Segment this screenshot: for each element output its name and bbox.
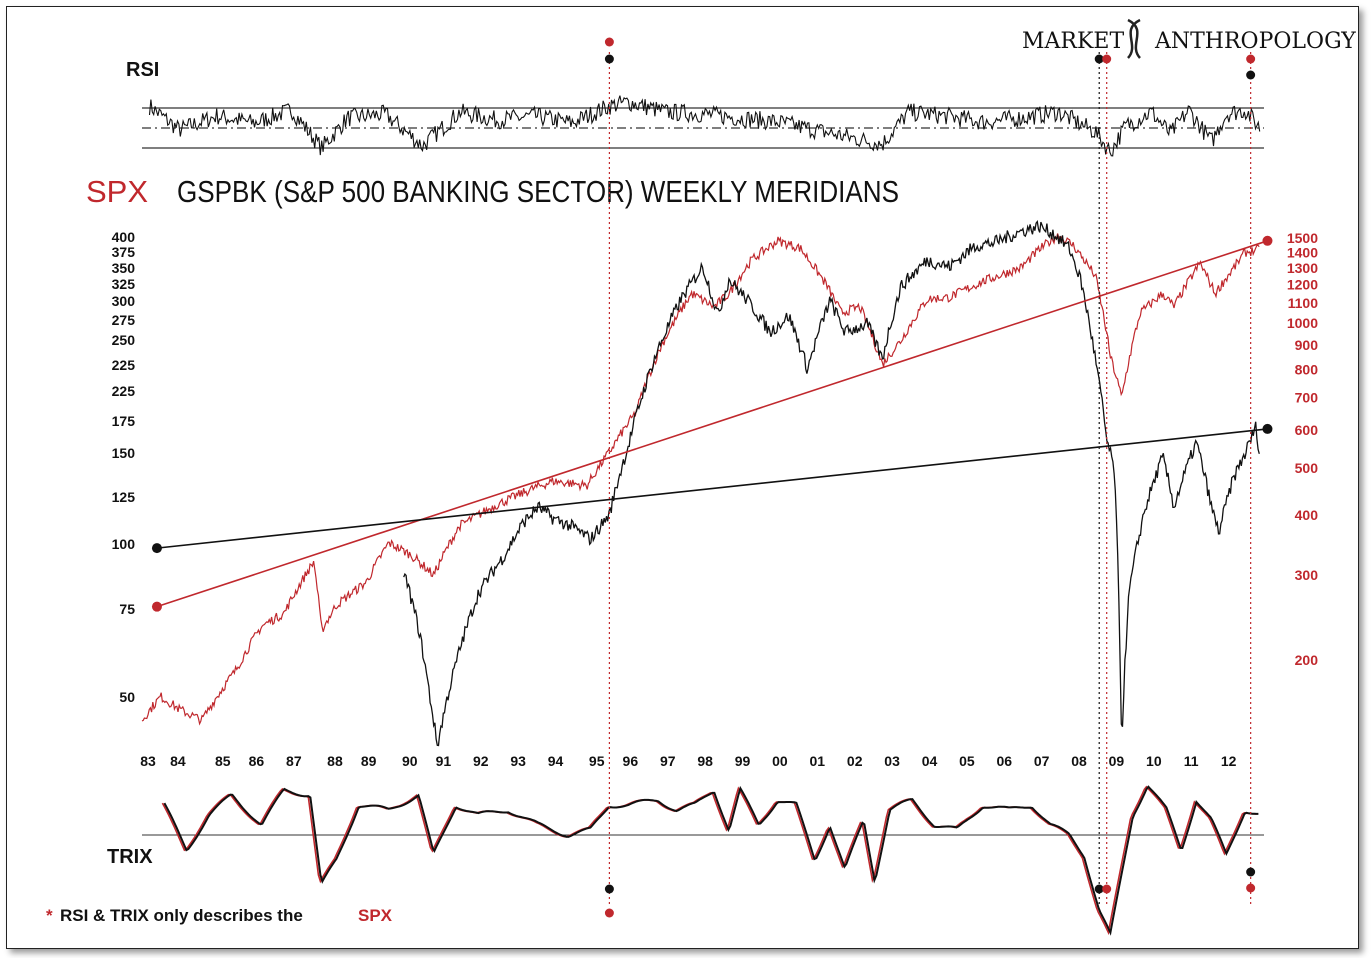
y-right-tick-label: 600 [1295, 422, 1319, 438]
meridian-marker-dot [604, 884, 614, 894]
x-tick-label: 12 [1221, 753, 1237, 769]
x-tick-label: 91 [436, 753, 452, 769]
x-tick-label: 92 [473, 753, 489, 769]
x-tick-label: 04 [922, 753, 938, 769]
brand-left: MARKET [1022, 29, 1124, 54]
y-right-tick-label: 300 [1295, 567, 1319, 583]
x-tick-label: 05 [959, 753, 975, 769]
gspbk-trendline [156, 428, 1268, 549]
x-tick-label: 99 [735, 753, 751, 769]
x-tick-label: 07 [1034, 753, 1050, 769]
y-left-tick-label: 325 [112, 276, 136, 292]
brand-right: ANTHROPOLOGY [1154, 29, 1356, 54]
meridian-marker-dot [1246, 70, 1256, 80]
x-tick-label: 90 [402, 753, 418, 769]
chart-title: GSPBK (S&P 500 BANKING SECTOR) WEEKLY ME… [177, 174, 899, 209]
y-right-tick-label: 400 [1295, 507, 1319, 523]
x-tick-label: 86 [249, 753, 265, 769]
y-left-tick-label: 175 [112, 413, 136, 429]
gspbk-series-line [403, 220, 1260, 747]
meridian-marker-dot [604, 37, 614, 47]
y-right-tick-label: 900 [1295, 337, 1319, 353]
trix-panel [142, 785, 1264, 936]
meridian-marker-dot [1246, 54, 1256, 64]
x-tick-label: 88 [327, 753, 343, 769]
y-left-tick-label: 350 [112, 260, 136, 276]
y-left-tick-label: 75 [119, 601, 135, 617]
y-left-tick-label: 225 [112, 383, 136, 399]
y-left-tick-label: 375 [112, 244, 136, 260]
y-right-tick-label: 1100 [1288, 295, 1319, 311]
x-tick-label: 98 [697, 753, 713, 769]
y-right-tick-label: 1500 [1287, 230, 1318, 246]
y-right-tick-label: 1300 [1287, 260, 1318, 276]
x-tick-label: 95 [589, 753, 605, 769]
x-tick-label: 02 [847, 753, 863, 769]
meridian-marker-dot [604, 54, 614, 64]
x-tick-label: 03 [884, 753, 900, 769]
trendline-endpoint-dot [151, 601, 162, 612]
dna-logo-icon [1126, 18, 1142, 59]
x-tick-label: 00 [772, 753, 788, 769]
footnote-star: * [46, 906, 53, 925]
y-right-tick-label: 200 [1295, 652, 1319, 668]
trendline-endpoint-dot [151, 543, 162, 554]
y-left-tick-label: 400 [112, 229, 136, 245]
y-right-tick-label: 1000 [1287, 315, 1318, 331]
spx-series-line [141, 233, 1260, 726]
y-left-tick-label: 150 [112, 445, 136, 461]
meridian-marker-dot [1102, 54, 1112, 64]
x-tick-label: 08 [1071, 753, 1087, 769]
meridian-marker-dot [1094, 54, 1104, 64]
title-spx: SPX [86, 174, 148, 209]
x-tick-label: 10 [1146, 753, 1162, 769]
y-left-tick-label: 300 [112, 293, 136, 309]
main-panel: 4003753503253002752502252251751501251007… [112, 220, 1319, 769]
y-left-tick-label: 50 [119, 689, 135, 705]
trix-line [163, 785, 1259, 936]
x-tick-label: 96 [623, 753, 639, 769]
meridian-marker-dot [604, 908, 614, 918]
x-tick-label: 11 [1184, 753, 1199, 769]
spx-trendline [156, 240, 1268, 608]
x-tick-label: 93 [510, 753, 526, 769]
trix-signal-line [161, 785, 1257, 936]
trix-label: TRIX [107, 846, 153, 868]
rsi-label: RSI [126, 59, 159, 81]
y-left-tick-label: 225 [112, 357, 136, 373]
meridian-marker-dot [1246, 883, 1256, 893]
chart-frame [6, 6, 1359, 949]
meridian-marker-dot [1102, 884, 1112, 894]
y-right-tick-label: 800 [1295, 362, 1319, 378]
x-tick-label: 97 [660, 753, 676, 769]
x-tick-label: 94 [548, 753, 564, 769]
footnote-spx: SPX [358, 906, 393, 925]
rsi-panel [142, 95, 1264, 157]
x-tick-label: 84 [170, 753, 186, 769]
x-tick-label: 89 [361, 753, 377, 769]
y-left-tick-label: 100 [112, 536, 136, 552]
y-right-tick-label: 700 [1295, 390, 1319, 406]
trendline-endpoint-dot [1262, 235, 1273, 246]
x-tick-label: 06 [996, 753, 1012, 769]
y-left-tick-label: 250 [112, 332, 136, 348]
y-right-tick-label: 1400 [1287, 244, 1318, 260]
meridian-lines [604, 37, 1256, 918]
trendline-endpoint-dot [1262, 423, 1273, 434]
y-right-tick-label: 1200 [1287, 277, 1318, 293]
rsi-line [148, 95, 1261, 157]
x-tick-label: 87 [286, 753, 302, 769]
meridian-marker-dot [1246, 867, 1256, 877]
y-left-tick-label: 125 [112, 489, 136, 505]
x-tick-label: 83 [140, 753, 156, 769]
footnote-text: RSI & TRIX only describes the [60, 906, 303, 925]
x-tick-label: 01 [810, 753, 826, 769]
y-right-tick-label: 500 [1295, 460, 1319, 476]
meridian-marker-dot [1094, 884, 1104, 894]
x-tick-label: 09 [1109, 753, 1125, 769]
x-tick-label: 85 [215, 753, 231, 769]
y-left-tick-label: 275 [112, 312, 136, 328]
